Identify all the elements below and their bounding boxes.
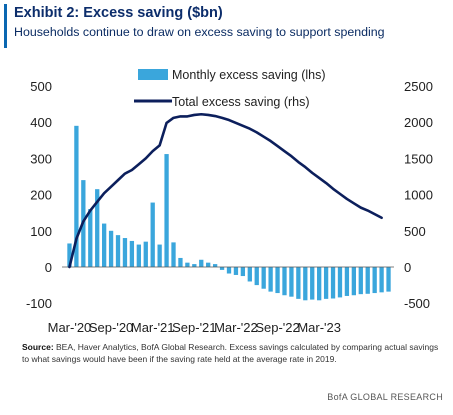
left-tick-label: 200 [30,188,52,203]
total-excess-saving-line [68,112,383,269]
monthly-saving-bar [233,267,239,275]
x-tick-label: Sep-'22 [255,320,299,335]
monthly-saving-bar [365,267,370,294]
monthly-saving-bar [108,230,114,267]
monthly-saving-bar [226,267,232,274]
left-tick-label: 500 [30,79,52,94]
monthly-saving-bar [157,244,162,267]
right-tick-label: 2000 [404,115,433,130]
chart-title: Exhibit 2: Excess saving ($bn) [14,5,223,21]
x-tick-label: Mar-'20 [48,320,92,335]
monthly-saving-bar [344,267,350,296]
left-tick-label: -100 [26,296,52,311]
monthly-saving-bar [143,241,148,267]
legend-bar-label: Monthly excess saving (lhs) [172,68,326,82]
monthly-saving-bar [74,125,79,267]
x-tick-label: Sep-'21 [172,320,216,335]
left-tick-label: 400 [30,115,52,130]
monthly-saving-bar [115,235,121,267]
left-tick-label: 0 [45,260,52,275]
monthly-saving-bar [330,267,336,299]
monthly-saving-bar [323,267,329,299]
source-label: Source: [22,342,54,352]
title-accent-bar [4,4,7,48]
monthly-saving-bar [310,267,315,300]
monthly-saving-bar [129,240,135,267]
monthly-saving-bar [88,209,93,267]
monthly-saving-bar [296,267,301,299]
monthly-saving-bar [219,267,225,270]
right-tick-label: 1000 [404,188,433,203]
monthly-saving-bar [150,202,155,267]
monthly-saving-bar [192,264,197,267]
x-tick-label: Mar-'23 [297,320,341,335]
monthly-saving-bar [254,267,259,286]
right-tick-label: 500 [404,224,426,239]
left-axis-ticks: 500 400 300 200 100 0 -100 [26,79,52,311]
monthly-saving-bar [185,262,190,267]
monthly-saving-bar [337,267,343,298]
monthly-saving-bar [136,244,141,267]
right-tick-label: 1500 [404,151,433,166]
right-axis-ticks: 2500 2000 1500 1000 500 0 -500 [404,79,433,311]
monthly-saving-bar [386,267,391,292]
bar-series [67,125,391,301]
x-tick-label: Mar-'22 [214,320,258,335]
monthly-saving-bar [247,267,252,282]
legend: Monthly excess saving (lhs) Total excess… [134,68,326,109]
monthly-saving-bar [240,267,246,277]
legend-bar-swatch [138,69,168,80]
monthly-saving-bar [164,154,169,267]
x-tick-label: Mar-'21 [131,320,175,335]
monthly-saving-bar [171,242,176,267]
legend-line-label: Total excess saving (rhs) [172,95,310,109]
monthly-saving-bar [178,257,183,267]
right-tick-label: 2500 [404,79,433,94]
monthly-saving-bar [261,267,266,289]
monthly-saving-bar [67,243,72,267]
chart-subtitle: Households continue to draw on excess sa… [14,25,385,39]
monthly-saving-bar [303,267,308,301]
brand-footer: BofA GLOBAL RESEARCH [327,392,443,402]
right-tick-label: -500 [404,296,430,311]
source-note: Source: BEA, Haver Analytics, BofA Globa… [22,342,442,365]
monthly-saving-bar [212,264,218,267]
monthly-saving-bar [351,267,356,296]
monthly-saving-bar [289,267,294,297]
monthly-saving-bar [122,238,128,267]
monthly-saving-bar [206,262,211,267]
monthly-saving-bar [372,267,377,294]
monthly-saving-bar [358,267,363,295]
x-axis-ticks: Mar-'20Sep-'20Mar-'21Sep-'21Mar-'22Sep-'… [48,320,341,335]
monthly-saving-bar [317,267,322,301]
right-tick-label: 0 [404,260,411,275]
monthly-saving-bar [199,259,204,267]
monthly-saving-bar [379,267,384,293]
left-tick-label: 100 [30,224,52,239]
monthly-saving-bar [102,223,107,267]
monthly-saving-bar [268,267,273,292]
monthly-saving-bar [282,267,287,296]
x-tick-label: Sep-'20 [89,320,133,335]
left-tick-label: 300 [30,151,52,166]
title-block: Exhibit 2: Excess saving ($bn) Household… [14,4,385,42]
monthly-saving-bar [275,267,280,294]
monthly-saving-bar [95,189,100,267]
source-text: BEA, Haver Analytics, BofA Global Resear… [22,342,439,364]
chart-header: Exhibit 2: Excess saving ($bn) Household… [4,4,385,48]
